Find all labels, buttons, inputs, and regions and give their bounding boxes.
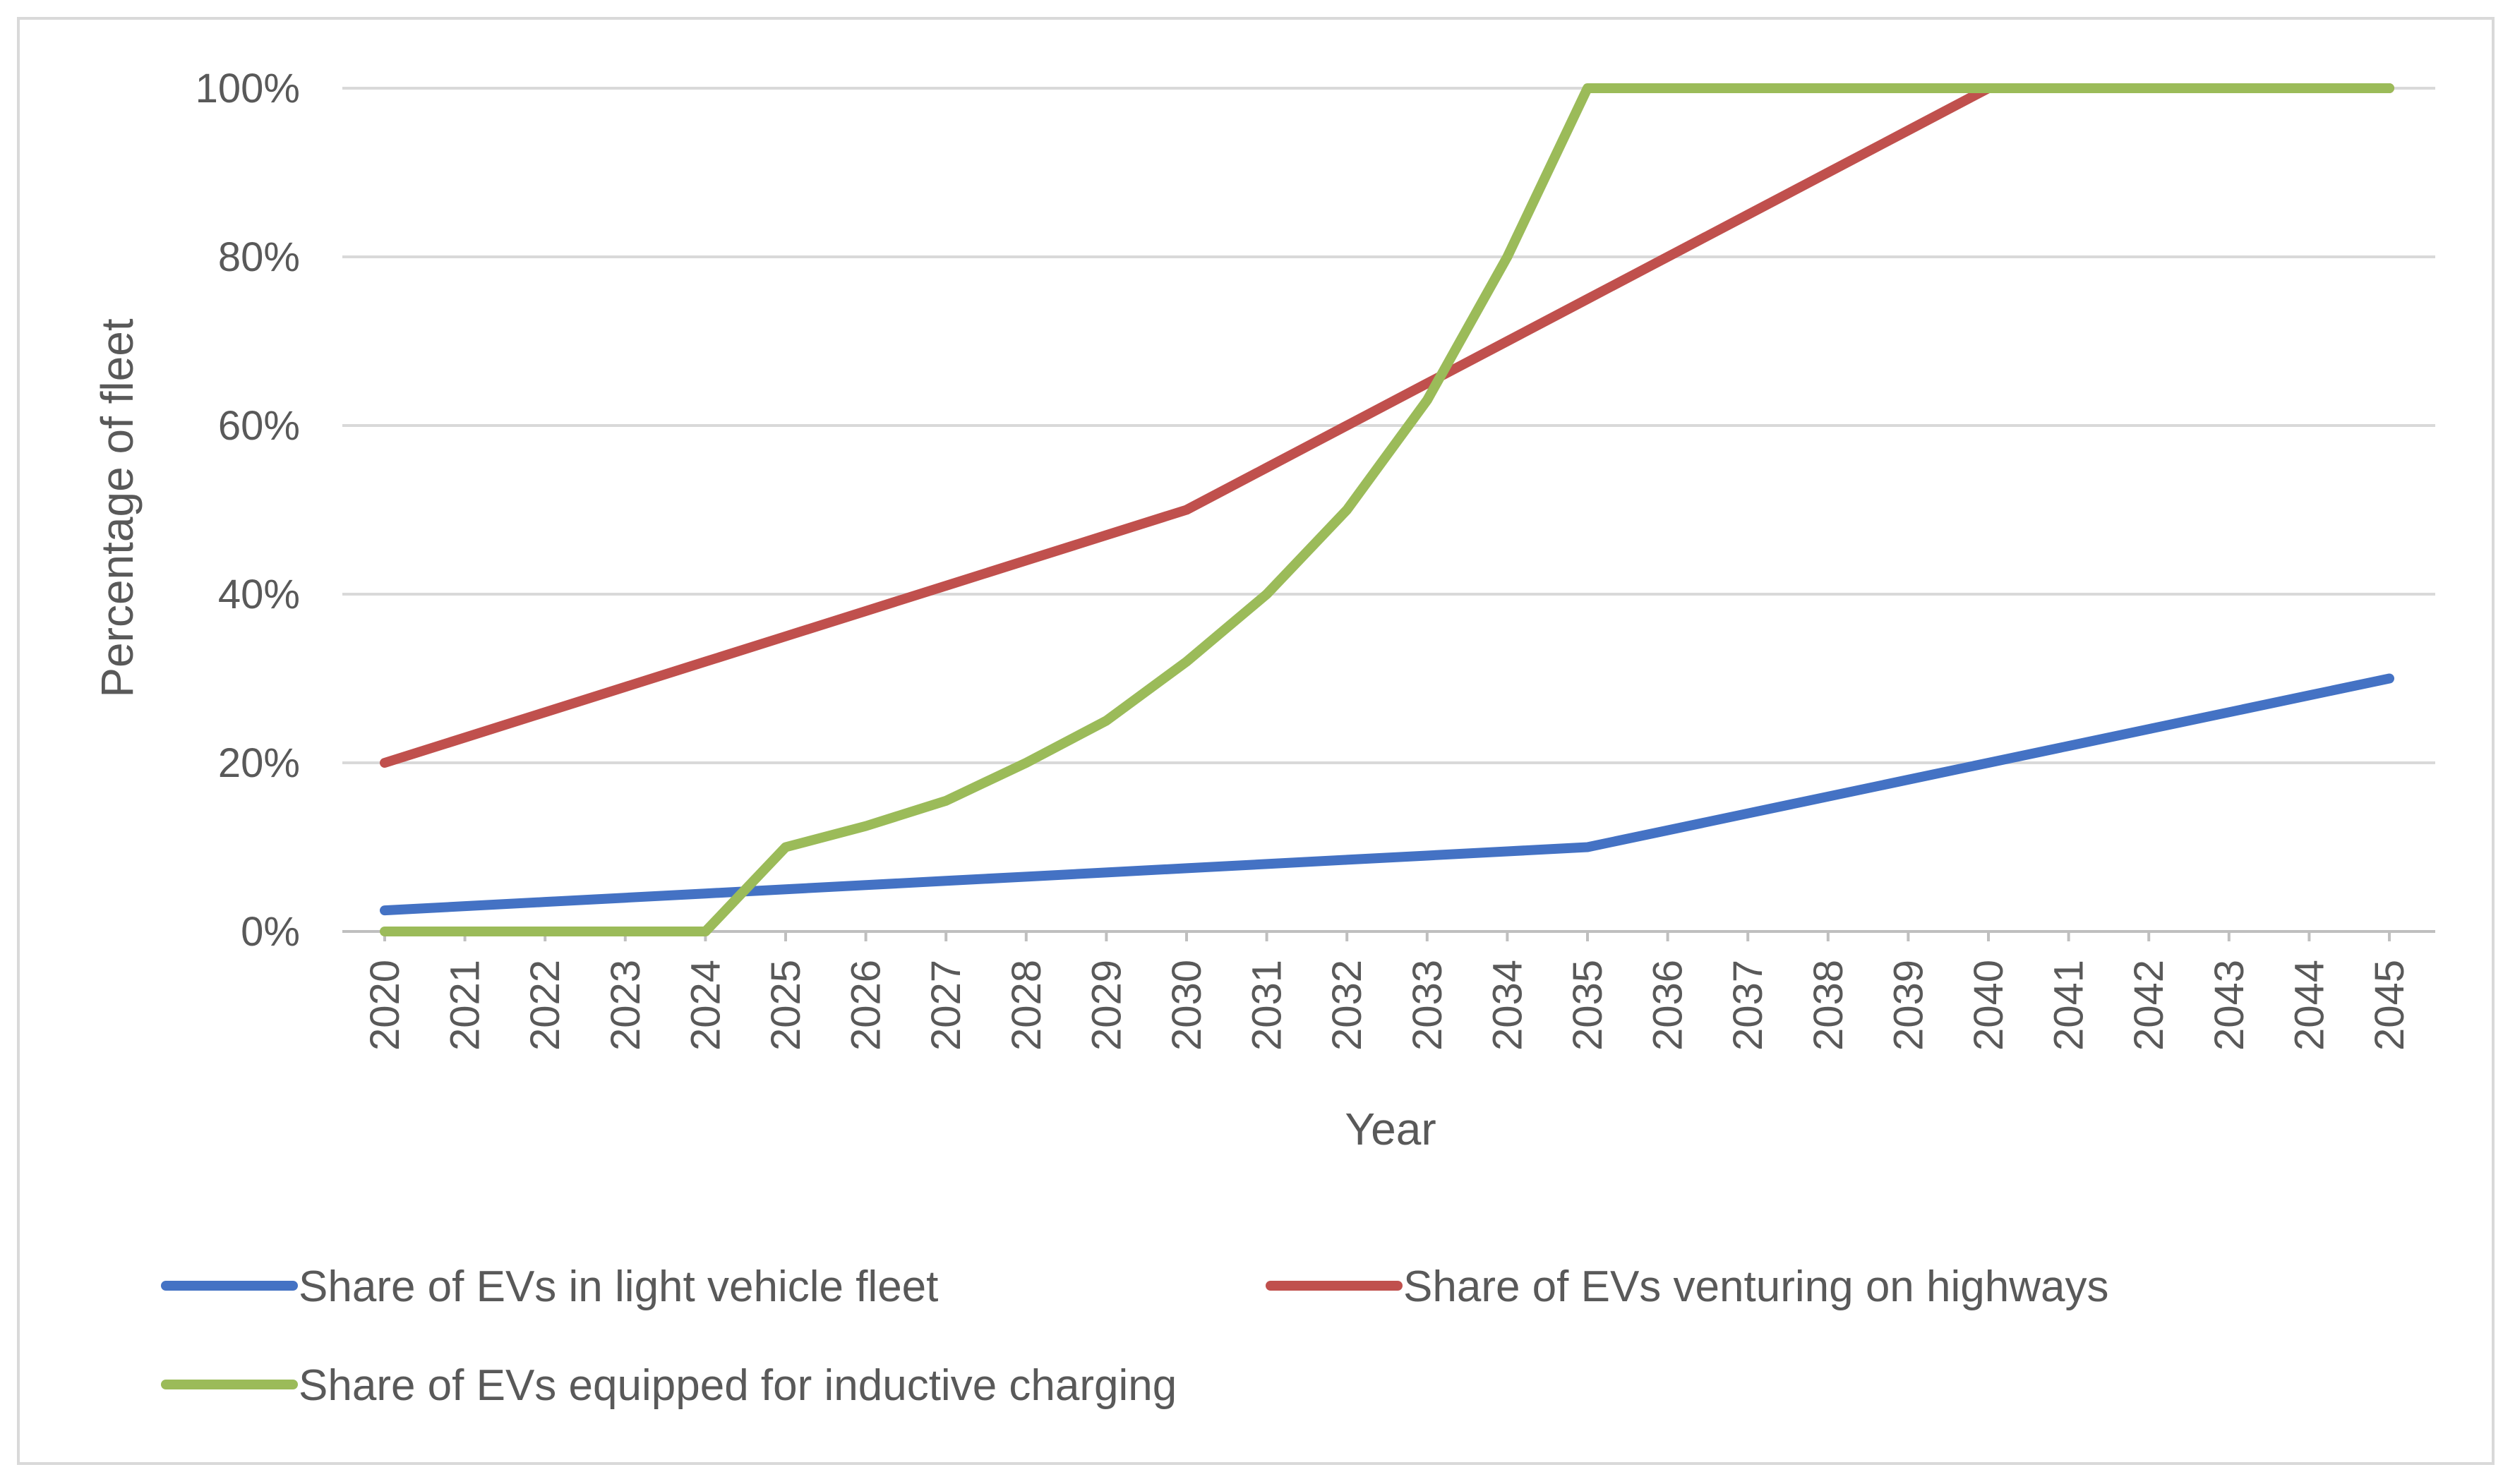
legend-label: Share of EVs in light vehicle fleet: [299, 1262, 938, 1311]
x-tick-label: 2033: [1405, 960, 1451, 1051]
x-tick-label: 2045: [2367, 960, 2413, 1051]
x-tick-label: 2038: [1806, 960, 1851, 1051]
x-tick-label: 2022: [522, 960, 568, 1051]
x-tick-label: 2028: [1004, 960, 1050, 1051]
y-tick-label: 0%: [241, 909, 300, 955]
x-tick-label: 2020: [362, 960, 408, 1051]
x-tick-label: 2037: [1725, 960, 1771, 1051]
x-tick-label: 2036: [1645, 960, 1691, 1051]
y-axis-tick-labels: 0% 20% 40% 60% 80% 100%: [196, 66, 300, 955]
y-axis-title: Percentage of fleet: [92, 318, 143, 697]
x-tick-label: 2044: [2286, 960, 2332, 1051]
y-tick-label: 20%: [218, 740, 300, 786]
y-tick-label: 40%: [218, 572, 300, 617]
legend-item: Share of EVs venturing on highways: [1266, 1262, 2108, 1311]
legend: Share of EVs in light vehicle fleet Share…: [161, 1262, 2108, 1410]
series-line: [380, 673, 2394, 916]
legend-label: Share of EVs equipped for inductive char…: [299, 1361, 1177, 1410]
x-tick-label: 2030: [1164, 960, 1210, 1051]
y-tick-label: 100%: [196, 66, 300, 111]
y-tick-label: 80%: [218, 234, 300, 280]
legend-item: Share of EVs equipped for inductive char…: [161, 1361, 1177, 1410]
series-line: [380, 83, 2394, 936]
y-tick-label: 60%: [218, 403, 300, 449]
x-tick-label: 2032: [1324, 960, 1370, 1051]
x-tick-label: 2026: [844, 960, 889, 1051]
series-3: [380, 83, 2394, 936]
legend-label: Share of EVs venturing on highways: [1403, 1262, 2108, 1311]
x-tick-label: 2031: [1244, 960, 1290, 1051]
x-tick-label: 2025: [763, 960, 809, 1051]
x-tick-label: 2034: [1484, 960, 1530, 1051]
x-tick-label: 2039: [1885, 960, 1931, 1051]
x-tick-label: 2041: [2046, 960, 2092, 1051]
gridlines: [342, 87, 2435, 933]
x-tick-label: 2021: [443, 960, 488, 1051]
x-tick-label: 2043: [2207, 960, 2252, 1051]
x-axis-tick-labels: 2020 2021 2022 2023 2024 2025 2026 2027 2028 2029…: [362, 931, 2413, 1051]
x-tick-label: 2042: [2126, 960, 2172, 1051]
x-axis-title: Year: [1345, 1104, 1436, 1154]
x-tick-label: 2027: [923, 960, 969, 1051]
x-tick-label: 2035: [1565, 960, 1611, 1051]
legend-item: Share of EVs in light vehicle fleet: [161, 1262, 938, 1311]
x-tick-label: 2023: [603, 960, 649, 1051]
series-lines: [380, 83, 2394, 936]
x-tick-label: 2029: [1084, 960, 1129, 1051]
x-tick-label: 2024: [683, 960, 728, 1051]
x-tick-label: 2040: [1966, 960, 2012, 1051]
series-1: [380, 673, 2394, 916]
